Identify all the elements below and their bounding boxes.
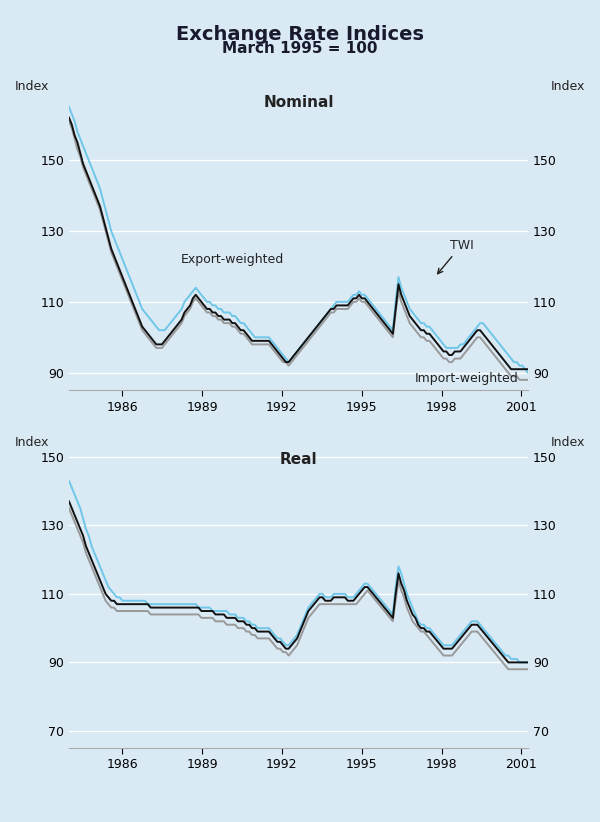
Text: Nominal: Nominal [263, 95, 334, 109]
Text: Exchange Rate Indices: Exchange Rate Indices [176, 25, 424, 44]
Text: Export-weighted: Export-weighted [181, 253, 284, 266]
Text: March 1995 = 100: March 1995 = 100 [222, 41, 378, 56]
Text: Index: Index [551, 436, 585, 449]
Text: Index: Index [15, 80, 49, 93]
Text: Import-weighted: Import-weighted [415, 372, 518, 385]
Text: TWI: TWI [437, 238, 473, 274]
Text: Real: Real [280, 452, 317, 467]
Text: Index: Index [15, 436, 49, 449]
Text: Index: Index [551, 80, 585, 93]
